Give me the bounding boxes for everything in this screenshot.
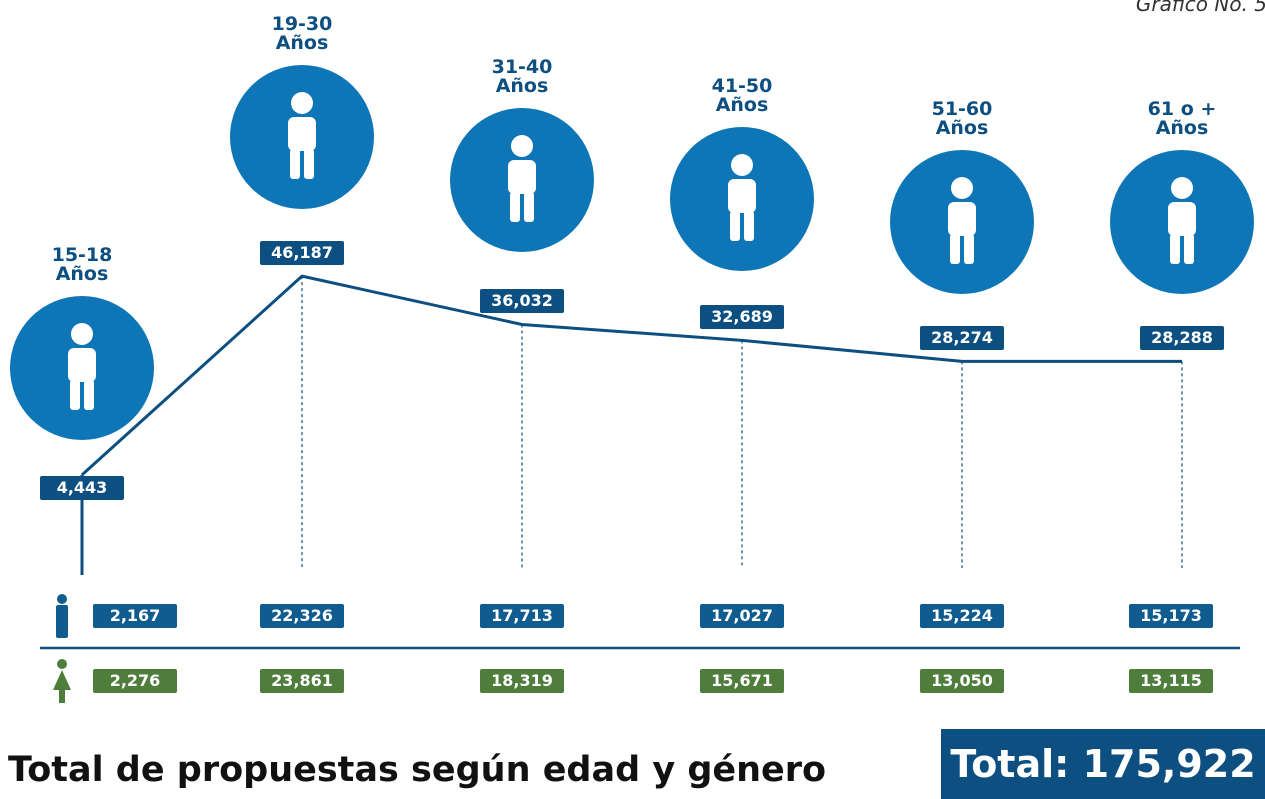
- category-label: 61 o + Años: [1122, 100, 1242, 138]
- icon-head: [57, 594, 67, 604]
- icon-leg: [84, 380, 94, 410]
- value-label: 17,713: [480, 604, 564, 628]
- category-label: 31-40 Años: [462, 58, 582, 96]
- icon-leg: [1170, 234, 1180, 264]
- icon-head: [951, 177, 973, 199]
- icon-head: [291, 92, 313, 114]
- value-label: 2,276: [93, 669, 177, 693]
- line: [82, 276, 1182, 475]
- icon-body: [508, 160, 536, 194]
- value-label: 22,326: [260, 604, 344, 628]
- category-label: 15-18 Años: [22, 246, 142, 284]
- infographic: Gráfico No. 5 Total de propuestas según …: [0, 0, 1265, 799]
- category-label: 41-50 Años: [682, 77, 802, 115]
- value-label: 18,319: [480, 669, 564, 693]
- category-label: 51-60 Años: [902, 100, 1022, 138]
- total-value: 175,922: [1083, 742, 1256, 786]
- total-text: Total:: [950, 742, 1069, 786]
- icon-head: [731, 154, 753, 176]
- icon-body: [948, 202, 976, 236]
- icon-body: [288, 117, 316, 151]
- icon-leg: [524, 192, 534, 222]
- value-label: 15,671: [700, 669, 784, 693]
- value-label: 23,861: [260, 669, 344, 693]
- value-label: 4,443: [40, 476, 124, 500]
- value-label: 2,167: [93, 604, 177, 628]
- icon-leg: [730, 211, 740, 241]
- value-label: 28,288: [1140, 326, 1224, 350]
- value-label: 13,050: [920, 669, 1004, 693]
- value-label: 32,689: [700, 305, 784, 329]
- value-label: 15,173: [1129, 604, 1213, 628]
- icon-body: [56, 605, 68, 638]
- caption: Gráfico No. 5: [1136, 0, 1265, 16]
- icon-head: [1171, 177, 1193, 199]
- icon-leg: [290, 149, 300, 179]
- man-icon: [56, 594, 68, 638]
- value-label: 13,115: [1129, 669, 1213, 693]
- icon-leg: [1184, 234, 1194, 264]
- value-label: 17,027: [700, 604, 784, 628]
- icon-head: [71, 323, 93, 345]
- icon-body: [728, 179, 756, 213]
- icon-leg: [744, 211, 754, 241]
- chart-title: Total de propuestas según edad y género: [8, 750, 826, 790]
- value-label: 28,274: [920, 326, 1004, 350]
- icon-leg: [510, 192, 520, 222]
- value-label: 46,187: [260, 241, 344, 265]
- icon-head: [511, 135, 533, 157]
- category-label: 19-30 Años: [242, 15, 362, 53]
- total: Total: 175,922: [941, 729, 1265, 799]
- icon-leg: [950, 234, 960, 264]
- value-label: 15,224: [920, 604, 1004, 628]
- icon-leg: [70, 380, 80, 410]
- icon-leg: [304, 149, 314, 179]
- icon-body: [68, 348, 96, 382]
- icon-leg: [964, 234, 974, 264]
- icon-head: [57, 659, 67, 669]
- woman-icon: [53, 659, 71, 703]
- chart: [0, 0, 1265, 799]
- icon-body: [1168, 202, 1196, 236]
- icon-body: [53, 670, 71, 703]
- value-label: 36,032: [480, 289, 564, 313]
